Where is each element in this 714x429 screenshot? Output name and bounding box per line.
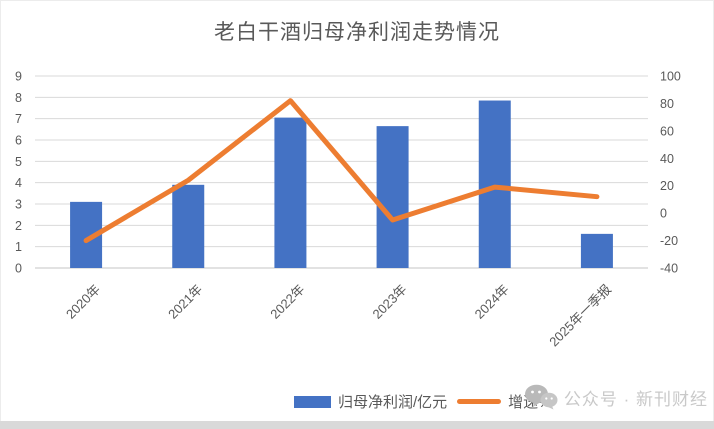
left-axis-tick-label: 8 — [15, 91, 22, 105]
left-axis-tick-label: 0 — [15, 262, 22, 276]
watermark: 公众号 · 新刊财经 — [524, 384, 708, 410]
left-axis-tick-label: 1 — [15, 240, 22, 254]
category-label: 2025年一季报 — [546, 282, 614, 350]
bar-2025年一季报 — [580, 233, 613, 268]
bar-2022年 — [274, 117, 307, 268]
legend-item-bar-series: 归母净利润/亿元 — [294, 391, 447, 412]
category-label: 2022年 — [267, 282, 307, 322]
left-axis-tick-label: 5 — [15, 155, 22, 169]
category-label: 2020年 — [63, 282, 103, 322]
chart-canvas: 0 1 2 3 4 5 6 7 8 9 -40 -20 0 20 40 60 80 100 2020年 2021年 20… — [15, 70, 681, 350]
right-axis-tick-label: 0 — [660, 207, 667, 221]
legend: 归母净利润/亿元 增速% — [294, 391, 552, 412]
category-label: 2023年 — [369, 282, 409, 322]
right-axis-tick-label: 80 — [660, 97, 674, 111]
bar-2024年 — [478, 100, 511, 269]
bar-2021年 — [172, 184, 205, 268]
left-axis-tick-label: 6 — [15, 134, 22, 148]
category-label: 2021年 — [165, 282, 205, 322]
left-axis-tick-label: 3 — [15, 198, 22, 212]
right-axis-tick-label: -20 — [660, 234, 678, 248]
left-axis-tick-label: 9 — [15, 70, 22, 84]
bar-series-swatch-icon — [294, 395, 331, 408]
watermark-text: 公众号 · 新刊财经 — [563, 389, 708, 409]
bar-2023年 — [376, 126, 409, 268]
category-label: 2024年 — [472, 282, 512, 322]
growth-rate-line — [83, 98, 600, 244]
right-axis-tick-label: 60 — [660, 124, 674, 138]
line-series-swatch-icon — [457, 399, 502, 404]
bottom-edge-strip — [0, 421, 714, 429]
right-axis-tick-label: 20 — [660, 179, 674, 193]
right-axis-tick-label: 100 — [660, 70, 681, 84]
left-axis-tick-label: 7 — [15, 112, 22, 126]
wechat-icon — [524, 384, 558, 410]
chart-title: 老白干酒归母净利润走势情况 — [214, 21, 500, 44]
left-axis-tick-label: 2 — [15, 219, 22, 233]
bar-series-label: 归母净利润/亿元 — [338, 394, 448, 411]
right-axis-tick-label: 40 — [660, 152, 674, 166]
left-axis-tick-label: 4 — [15, 176, 22, 190]
right-axis-tick-label: -40 — [660, 262, 678, 276]
